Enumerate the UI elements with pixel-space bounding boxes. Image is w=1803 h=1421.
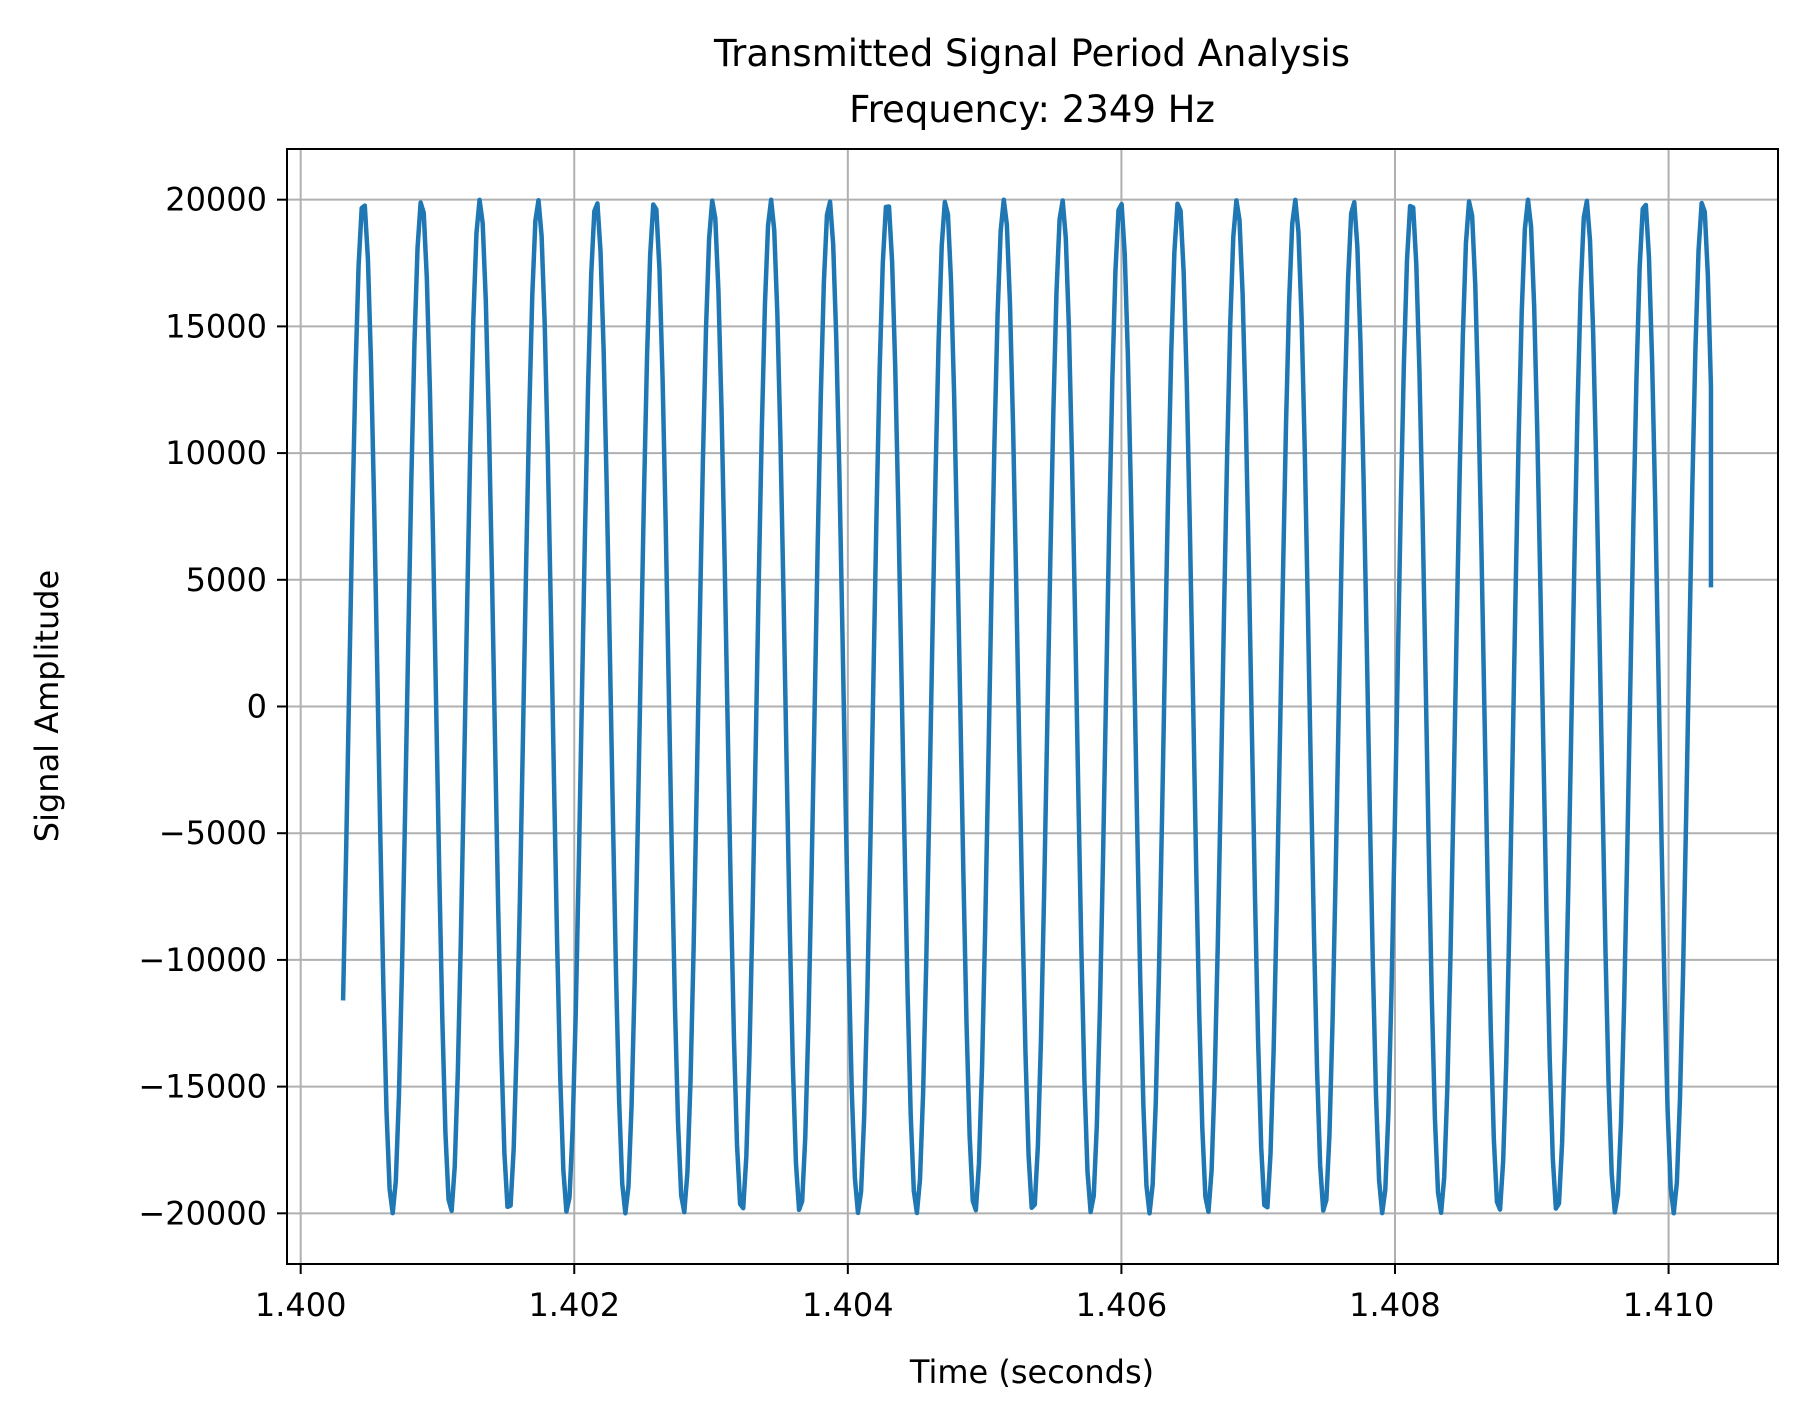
x-tick-label: 1.400 bbox=[255, 1286, 347, 1324]
y-tick-label: −15000 bbox=[138, 1068, 267, 1106]
y-axis: −20000 −15000 −10000 −5000 0 5000 10000 15000 20… bbox=[138, 181, 287, 1232]
x-axis-label: Time (seconds) bbox=[909, 1353, 1154, 1391]
x-tick-label: 1.402 bbox=[528, 1286, 620, 1324]
x-tick-label: 1.408 bbox=[1349, 1286, 1441, 1324]
y-tick-label: −5000 bbox=[159, 814, 267, 852]
grid bbox=[287, 149, 1778, 1264]
y-axis-label: Signal Amplitude bbox=[28, 570, 66, 842]
x-tick-label: 1.406 bbox=[1076, 1286, 1168, 1324]
chart-title-line-1: Transmitted Signal Period Analysis bbox=[713, 32, 1350, 75]
x-tick-label: 1.404 bbox=[802, 1286, 894, 1324]
y-tick-label: −10000 bbox=[138, 941, 267, 979]
y-tick-label: 5000 bbox=[186, 561, 267, 599]
y-tick-label: 15000 bbox=[165, 307, 267, 345]
y-tick-label: 10000 bbox=[165, 434, 267, 472]
chart-title-line-2: Frequency: 2349 Hz bbox=[849, 88, 1215, 131]
y-tick-label: 20000 bbox=[165, 181, 267, 219]
x-axis: 1.400 1.402 1.404 1.406 1.408 1.410 bbox=[255, 1264, 1714, 1324]
x-tick-label: 1.410 bbox=[1623, 1286, 1715, 1324]
y-tick-label: 0 bbox=[247, 688, 267, 726]
series-layer bbox=[340, 197, 1714, 1216]
y-tick-label: −20000 bbox=[138, 1194, 267, 1232]
signal-line bbox=[340, 197, 1714, 1216]
